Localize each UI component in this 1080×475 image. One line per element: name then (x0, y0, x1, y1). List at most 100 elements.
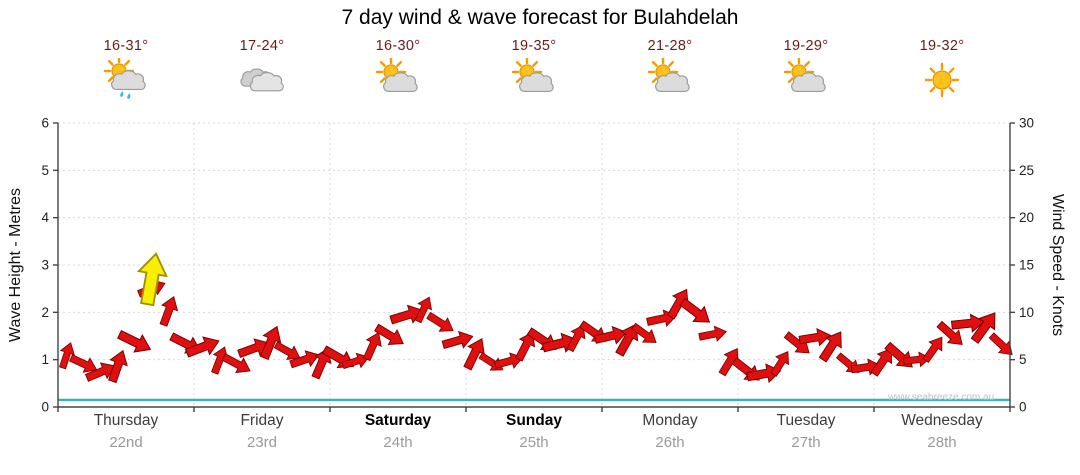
wind-arrow (273, 341, 301, 360)
day-name: Thursday (93, 412, 159, 429)
wind-arrow (818, 331, 842, 363)
wind-arrow (970, 312, 996, 344)
svg-text:6: 6 (41, 116, 49, 131)
day-date: 26th (655, 434, 685, 451)
day-label-monday: Monday 26th (602, 412, 738, 451)
day-date: 27th (791, 434, 821, 451)
wind-arrow (159, 296, 179, 327)
day-column-saturday: 16-30° (330, 38, 466, 102)
wind-arrow (341, 352, 370, 370)
weather-icon-clouds (236, 58, 288, 102)
wind-arrow (666, 288, 689, 320)
highlight-arrow (136, 252, 168, 307)
temp-range: 21-28° (647, 38, 693, 54)
wind-arrow (922, 336, 943, 364)
wind-arrow (870, 347, 892, 377)
sun-cloud-icon (375, 56, 418, 93)
day-name: Wednesday (901, 412, 983, 429)
sun-cloud-icon (511, 56, 554, 93)
day-name: Friday (240, 412, 284, 429)
day-date: 23rd (246, 434, 278, 451)
wind-arrow (69, 354, 98, 373)
svg-text:15: 15 (1019, 258, 1034, 273)
day-column-sunday: 19-35° (466, 38, 602, 102)
day-label-thursday: Thursday 22nd (58, 412, 194, 451)
wind-arrow (108, 349, 128, 384)
page-title: 7 day wind & wave forecast for Bulahdela… (341, 6, 739, 29)
day-name: Sunday (506, 412, 562, 429)
wind-arrow (950, 313, 985, 333)
day-headers: 16-31° 17-24° 16-30° 19-35° 21-28° 19-29° 19-3… (58, 38, 1010, 102)
svg-text:3: 3 (41, 258, 49, 273)
day-column-monday: 21-28° (602, 38, 738, 102)
wind-arrow (746, 363, 782, 384)
temp-range: 17-24° (239, 38, 285, 54)
day-label-sunday: Sunday 25th (466, 412, 602, 451)
clouds-icon (240, 68, 284, 92)
day-name: Saturday (364, 412, 432, 429)
sun-cloud-icon (647, 56, 690, 93)
weather-icon-sun-cloud (780, 56, 832, 102)
day-column-thursday: 16-31° (58, 38, 194, 102)
day-name: Tuesday (776, 412, 836, 429)
svg-text:20: 20 (1019, 210, 1034, 225)
wind-arrow (514, 331, 536, 362)
day-date: 25th (519, 434, 549, 451)
wind-arrow (211, 346, 229, 375)
svg-text:30: 30 (1019, 116, 1034, 131)
svg-text:0: 0 (1019, 400, 1027, 415)
weather-icon-sun-cloud (508, 56, 560, 102)
wind-arrow (631, 322, 657, 343)
day-column-tuesday: 19-29° (738, 38, 874, 102)
wind-arrow (988, 332, 1013, 356)
wind-arrow (593, 325, 628, 345)
day-footers: Thursday 22nd Friday 23rd Saturday 24th Sunday… (58, 412, 1010, 451)
wind-arrow (289, 350, 320, 369)
day-column-wednesday: 19-32° (874, 38, 1010, 102)
day-date: 24th (383, 434, 413, 451)
wind-arrow (463, 337, 485, 371)
watermark: www.seabreeze.com.au (888, 392, 995, 403)
wind-arrow (902, 351, 931, 368)
wind-arrow (362, 331, 382, 362)
right-axis-label: Wind Speed - Knots (1049, 193, 1066, 337)
day-label-wednesday: Wednesday 28th (874, 412, 1010, 451)
wind-arrow (441, 330, 474, 349)
temp-range: 19-32° (919, 38, 965, 54)
wind-arrow (698, 325, 728, 342)
day-label-saturday: Saturday 24th (330, 412, 466, 451)
temp-range: 16-31° (103, 38, 149, 54)
wind-arrow (374, 323, 404, 346)
sun-icon (924, 62, 960, 98)
wind-arrow (221, 353, 251, 374)
svg-text:1: 1 (41, 352, 49, 367)
svg-text:4: 4 (41, 210, 49, 225)
day-column-friday: 17-24° (194, 38, 330, 102)
wind-arrow (936, 320, 963, 346)
weather-icon-sun-cloud (644, 56, 696, 102)
wind-arrow (184, 336, 220, 358)
svg-text:5: 5 (41, 163, 49, 178)
day-label-tuesday: Tuesday 27th (738, 412, 874, 451)
wind-arrow (117, 329, 152, 353)
left-axis-label: Wave Height - Metres (7, 187, 24, 343)
wind-arrow (414, 296, 433, 324)
wind-arrow (679, 297, 711, 323)
day-name: Monday (642, 412, 698, 429)
svg-text:5: 5 (1019, 352, 1027, 367)
wind-arrow (718, 348, 739, 377)
weather-icon-sun-cloud (372, 56, 424, 102)
weather-icon-sun (916, 58, 968, 102)
svg-text:2: 2 (41, 305, 49, 320)
temp-range: 19-29° (783, 38, 829, 54)
temp-range: 19-35° (511, 38, 557, 54)
wind-arrow (770, 350, 789, 377)
sun-cloud-rain-icon (103, 55, 146, 100)
svg-text:10: 10 (1019, 305, 1034, 320)
wind-arrow (798, 327, 832, 347)
wind-arrow (58, 342, 75, 370)
temp-range: 16-30° (375, 38, 421, 54)
day-label-friday: Friday 23rd (194, 412, 330, 451)
